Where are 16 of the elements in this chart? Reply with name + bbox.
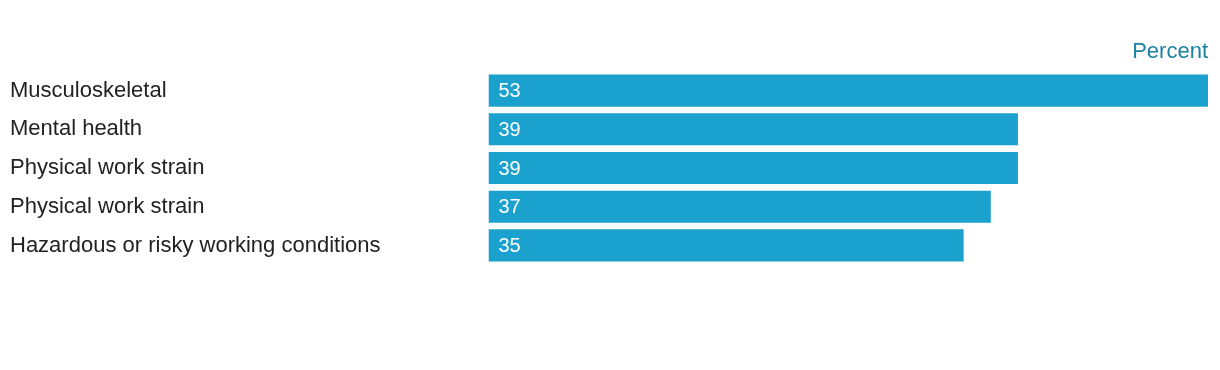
- bar: [488, 229, 964, 262]
- y-tick-label: Mental health: [10, 115, 143, 141]
- x-axis-title: Percent: [1132, 38, 1208, 64]
- bar: [488, 190, 991, 223]
- bar: [488, 74, 1208, 107]
- y-tick-label: Hazardous or risky working conditions: [10, 231, 381, 257]
- data-label: 35: [498, 233, 521, 256]
- data-label: 39: [498, 117, 521, 140]
- bar: [488, 151, 1018, 185]
- bar: [488, 113, 1018, 146]
- data-label: 53: [498, 79, 521, 102]
- y-tick-label: Musculoskeletal: [10, 76, 167, 102]
- data-label: 37: [498, 195, 521, 218]
- y-tick-label: Physical work strain: [10, 154, 205, 180]
- data-label: 39: [498, 156, 521, 179]
- y-tick-label: Physical work strain: [10, 192, 205, 218]
